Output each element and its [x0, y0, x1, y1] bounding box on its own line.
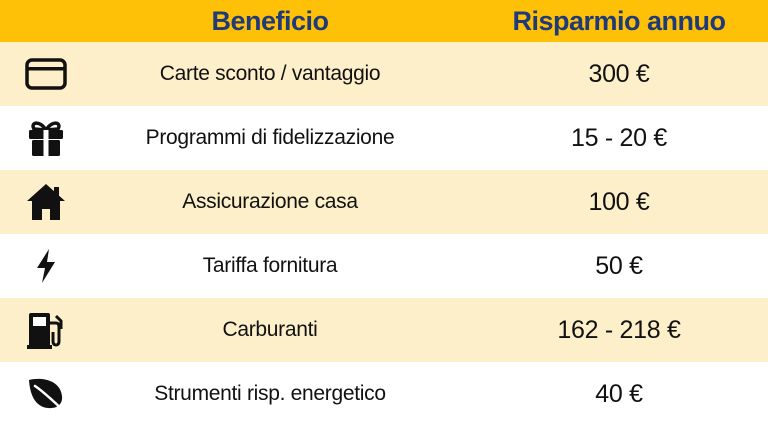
header-benefit: Beneficio [211, 5, 329, 36]
benefit-label: Programmi di fidelizzazione [145, 126, 395, 149]
header-annual-saving: Risparmio annuo [512, 5, 726, 36]
saving-value: 300 € [588, 59, 650, 88]
table-row: Strumenti risp. energetico 40 € [0, 362, 768, 426]
table-row: Carte sconto / vantaggio 300 € [0, 42, 768, 106]
saving-value: 100 € [588, 187, 650, 216]
saving-value: 50 € [595, 251, 643, 280]
fuel-pump-icon [10, 298, 82, 362]
credit-card-icon [10, 42, 82, 106]
table-header: Beneficio Risparmio annuo [0, 0, 768, 42]
saving-value: 15 - 20 € [571, 123, 667, 152]
table-row: Tariffa fornitura 50 € [0, 234, 768, 298]
benefit-label: Tariffa fornitura [202, 254, 338, 277]
benefit-label: Carte sconto / vantaggio [159, 62, 381, 85]
saving-value: 162 - 218 € [557, 315, 681, 344]
gift-icon [10, 106, 82, 170]
benefit-label: Strumenti risp. energetico [154, 382, 386, 405]
house-icon [10, 170, 82, 234]
table-row: Assicurazione casa 100 € [0, 170, 768, 234]
benefit-label: Carburanti [222, 318, 318, 341]
table-row: Carburanti 162 - 218 € [0, 298, 768, 362]
lightning-bolt-icon [10, 234, 82, 298]
saving-value: 40 € [595, 379, 643, 408]
table-row: Programmi di fidelizzazione 15 - 20 € [0, 106, 768, 170]
benefit-label: Assicurazione casa [182, 190, 358, 213]
leaf-icon [10, 362, 82, 426]
